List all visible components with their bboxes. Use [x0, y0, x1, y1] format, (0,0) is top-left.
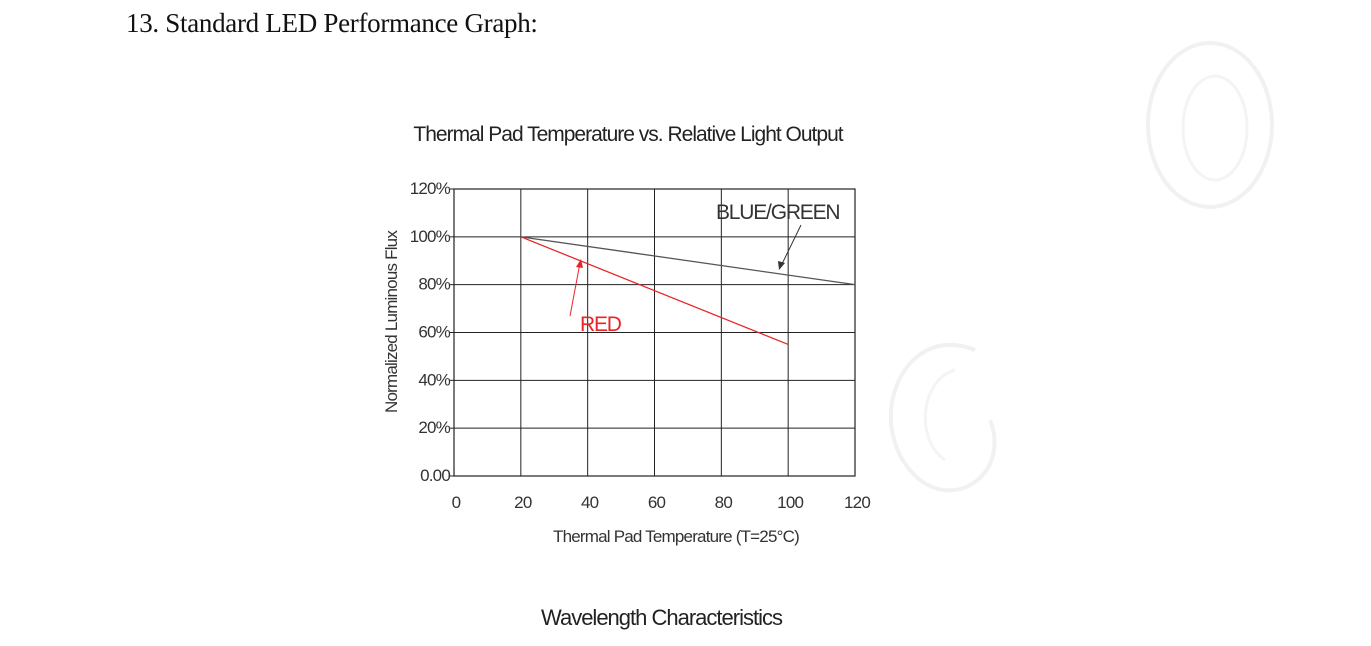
series-label-blue-green: BLUE/GREEN	[716, 201, 839, 224]
series-layer	[520, 236, 856, 346]
next-section-heading: Wavelength Characteristics	[541, 605, 783, 630]
section-heading: 13. Standard LED Performance Graph:	[126, 8, 538, 38]
x-tick-label: 20	[514, 493, 532, 512]
chart-title: Thermal Pad Temperature vs. Relative Lig…	[413, 123, 843, 146]
x-tick-label: 60	[648, 493, 666, 512]
x-tick-label: 80	[715, 493, 733, 512]
y-axis-ticks: 0.00 20% 40% 60% 80% 100% 120%	[410, 179, 454, 485]
series-label-red: RED	[580, 313, 622, 336]
x-tick-label: 100	[777, 493, 803, 512]
y-tick-label: 0.00	[420, 466, 450, 485]
x-tick-label: 40	[581, 493, 599, 512]
y-tick-label: 40%	[418, 370, 450, 389]
y-tick-label: 80%	[418, 275, 450, 294]
grid-lines	[454, 189, 855, 476]
blue-green-pointer-arrow	[778, 224, 802, 270]
x-axis-label: Thermal Pad Temperature (T=25°C)	[553, 527, 799, 546]
y-tick-label: 100%	[410, 227, 451, 246]
y-tick-label: 60%	[418, 323, 450, 342]
y-axis-label: Normalized Luminous Flux	[382, 230, 401, 413]
series-line-blue-green	[520, 236, 856, 286]
x-tick-label: 0	[452, 493, 461, 512]
y-tick-label: 120%	[410, 179, 451, 198]
x-tick-label: 120	[844, 493, 870, 512]
x-axis-ticks: 0 20 40 60 80 100 120	[452, 493, 871, 512]
series-line-red	[520, 236, 789, 346]
y-tick-label: 20%	[418, 418, 450, 437]
red-pointer-arrow	[569, 259, 583, 317]
